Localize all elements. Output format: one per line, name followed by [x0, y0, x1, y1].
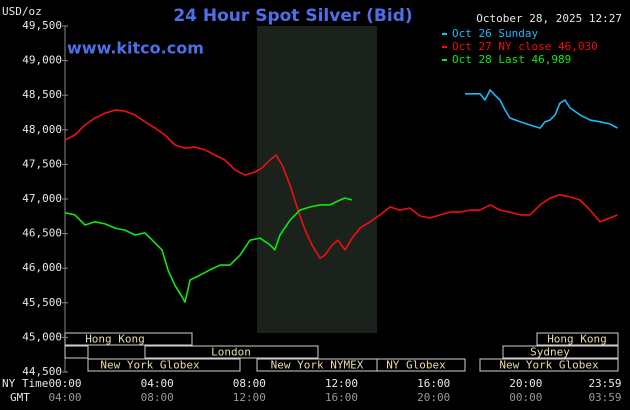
- series-line: [64, 109, 618, 260]
- gmt-tick-label: 20:00: [417, 391, 450, 404]
- session-label: New York Globex: [100, 359, 200, 372]
- session-box: [502, 345, 619, 359]
- session-label: Sydney: [530, 346, 570, 359]
- legend-label: Oct 26 Sunday: [452, 27, 538, 40]
- chart-title: 24 Hour Spot Silver (Bid): [173, 6, 412, 26]
- row-label: GMT: [10, 391, 30, 404]
- series-line: [64, 197, 353, 303]
- x-tick-label: 20:00: [509, 377, 542, 390]
- session-box: [64, 332, 193, 346]
- y-tick-label: 47,000: [22, 192, 62, 205]
- gmt-tick-label: 00:00: [509, 391, 542, 404]
- x-tick-label: 23:59: [588, 377, 621, 390]
- session-label: London: [211, 346, 251, 359]
- session-label: New York NYMEX: [271, 359, 364, 372]
- x-tick-label: 00:00: [48, 377, 81, 390]
- session-label: Hong Kong: [85, 333, 145, 346]
- y-tick-label: 46,500: [22, 227, 62, 240]
- y-tick-label: 44,500: [22, 365, 62, 378]
- gmt-tick-label: 04:00: [48, 391, 81, 404]
- y-tick-label: 46,000: [22, 261, 62, 274]
- nymex-hours-shade: [257, 26, 377, 333]
- series-line: [465, 89, 618, 129]
- session-box: [144, 345, 319, 359]
- y-tick-label: 48,500: [22, 88, 62, 101]
- y-tick-label: 49,500: [22, 19, 62, 32]
- legend-label: Oct 28 Last 46,989: [452, 53, 571, 66]
- gmt-tick-label: 03:59: [588, 391, 621, 404]
- session-box: [87, 358, 241, 372]
- y-tick-label: 47,500: [22, 157, 62, 170]
- timestamp: October 28, 2025 12:27: [476, 12, 622, 25]
- session-label: New York Globex: [499, 359, 599, 372]
- session-box: [64, 345, 89, 359]
- x-tick-label: 08:00: [233, 377, 266, 390]
- gmt-tick-label: 08:00: [141, 391, 174, 404]
- source: www.kitco.com: [67, 39, 204, 58]
- legend-label: Oct 27 NY close 46,030: [452, 40, 598, 53]
- y-unit: USD/oz: [2, 5, 42, 18]
- y-tick-label: 45,000: [22, 330, 62, 343]
- session-label: NY Globex: [386, 359, 446, 372]
- row-label: NY Time: [2, 377, 48, 390]
- x-tick-label: 12:00: [325, 377, 358, 390]
- x-tick-label: 04:00: [141, 377, 174, 390]
- y-tick-label: 49,000: [22, 54, 62, 67]
- sessions: Hong Kong Hong Kong London Sydney New Yo…: [64, 332, 619, 372]
- session-box: [536, 332, 619, 346]
- session-label: Hong Kong: [547, 333, 607, 346]
- x-tick-label: 16:00: [417, 377, 450, 390]
- gmt-tick-label: 12:00: [233, 391, 266, 404]
- session-box: [479, 358, 619, 372]
- gmt-tick-label: 16:00: [325, 391, 358, 404]
- y-tick-label: 48,000: [22, 123, 62, 136]
- session-box: [376, 358, 466, 372]
- y-tick-label: 45,500: [22, 296, 62, 309]
